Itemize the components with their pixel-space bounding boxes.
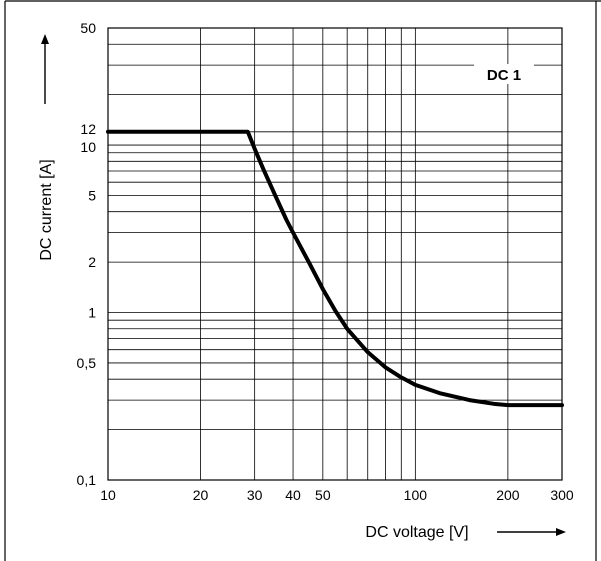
y-axis-title: DC current [A] xyxy=(38,159,55,260)
y-gridlines xyxy=(108,27,562,481)
x-tick-label: 10 xyxy=(100,487,116,503)
y-tick-label: 0,1 xyxy=(77,472,97,488)
y-tick-label: 0,5 xyxy=(77,355,97,371)
x-axis-title: DC voltage [V] xyxy=(365,524,468,541)
plot-area-border xyxy=(107,27,563,481)
y-tick-label: 2 xyxy=(88,254,96,270)
x-gridlines xyxy=(107,28,563,480)
y-tick-label: 50 xyxy=(80,20,96,36)
series-label-background xyxy=(474,64,534,84)
x-tick-label: 40 xyxy=(285,487,301,503)
series-line-dc1 xyxy=(106,129,564,408)
y-tick-label: 12 xyxy=(80,121,96,137)
x-axis-arrow-head xyxy=(556,528,566,536)
x-tick-label: 300 xyxy=(550,487,574,503)
series-label-dc1: DC 1 xyxy=(487,67,521,84)
x-tick-label: 30 xyxy=(247,487,263,503)
y-axis-arrow-head xyxy=(41,34,49,44)
x-tick-labels: 10 20 30 40 50 100 200 300 xyxy=(100,487,574,503)
x-tick-label: 50 xyxy=(315,487,331,503)
x-tick-label: 20 xyxy=(193,487,209,503)
y-tick-label: 1 xyxy=(88,305,96,321)
x-tick-label: 100 xyxy=(404,487,428,503)
x-tick-label: 200 xyxy=(496,487,520,503)
y-tick-label: 10 xyxy=(80,139,96,155)
y-tick-label: 5 xyxy=(88,187,96,203)
